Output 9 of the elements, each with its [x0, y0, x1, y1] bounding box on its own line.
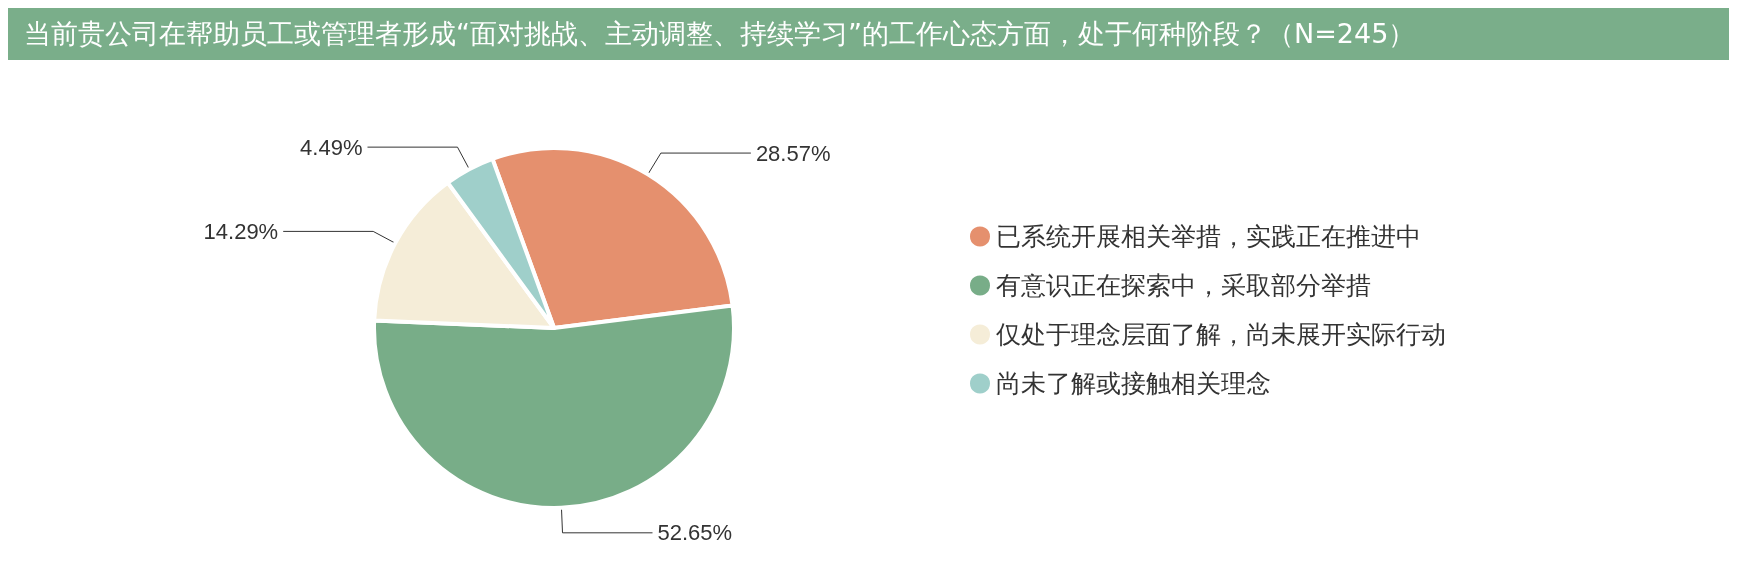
data-label: 4.49%	[300, 134, 363, 160]
legend-label: 已系统开展相关举措，实践正在推进中	[996, 222, 1421, 251]
data-label: 28.57%	[755, 140, 831, 166]
data-label: 14.29%	[203, 218, 279, 244]
chart-title: 当前贵公司在帮助员工或管理者形成“面对挑战、主动调整、持续学习”的工作心态方面，处于何种阶段？（N=245）	[8, 8, 1729, 60]
legend-label: 尚未了解或接触相关理念	[996, 369, 1271, 398]
legend-label: 仅处于理念层面了解，尚未展开实际行动	[996, 320, 1446, 349]
legend-label: 有意识正在探索中，采取部分举措	[996, 271, 1371, 300]
data-label: 52.65%	[657, 520, 733, 546]
